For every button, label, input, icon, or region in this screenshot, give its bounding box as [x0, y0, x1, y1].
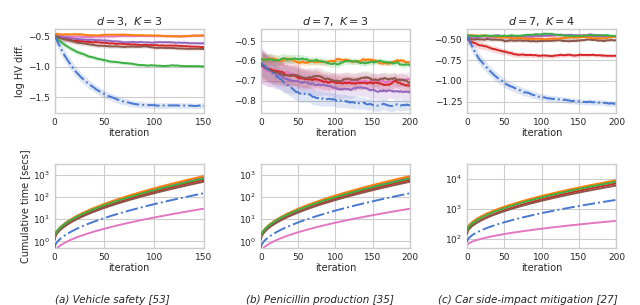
Text: (b) Penicillin production [35]: (b) Penicillin production [35] — [246, 296, 394, 305]
X-axis label: iteration: iteration — [315, 128, 356, 138]
Title: $d=7,\ K=4$: $d=7,\ K=4$ — [508, 15, 575, 28]
Y-axis label: log HV diff.: log HV diff. — [15, 45, 25, 97]
Title: $d=3,\ K=3$: $d=3,\ K=3$ — [96, 15, 163, 28]
Title: $d=7,\ K=3$: $d=7,\ K=3$ — [302, 15, 369, 28]
X-axis label: iteration: iteration — [109, 128, 150, 138]
Text: (a) Vehicle safety [53]: (a) Vehicle safety [53] — [54, 296, 170, 305]
X-axis label: iteration: iteration — [521, 263, 563, 273]
X-axis label: iteration: iteration — [315, 263, 356, 273]
X-axis label: iteration: iteration — [109, 263, 150, 273]
X-axis label: iteration: iteration — [521, 128, 563, 138]
Text: (c) Car side-impact mitigation [27]: (c) Car side-impact mitigation [27] — [438, 296, 618, 305]
Y-axis label: Cumulative time [secs]: Cumulative time [secs] — [20, 149, 29, 263]
